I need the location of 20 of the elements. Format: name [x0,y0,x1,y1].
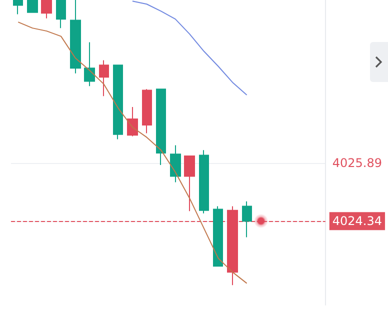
candlestick [70,0,81,74]
candlestick [170,144,181,183]
candlestick [199,150,209,214]
y-tick-label: 4024.34 [332,214,382,228]
y-tick-label: 4025.89 [332,156,382,170]
candlestick [184,156,195,212]
candlestick [27,0,38,13]
candlestick [41,0,52,19]
candlestick [113,64,123,140]
candlestick [13,0,23,15]
candlestick [84,42,95,87]
candlestick [242,200,252,238]
candlestick [142,88,152,134]
line-series [18,22,248,284]
candlestick [99,60,109,97]
line-series [132,0,248,96]
candlestick [56,0,66,29]
candlestick [127,106,138,137]
candlestick [213,206,223,267]
candlestick [156,88,166,166]
